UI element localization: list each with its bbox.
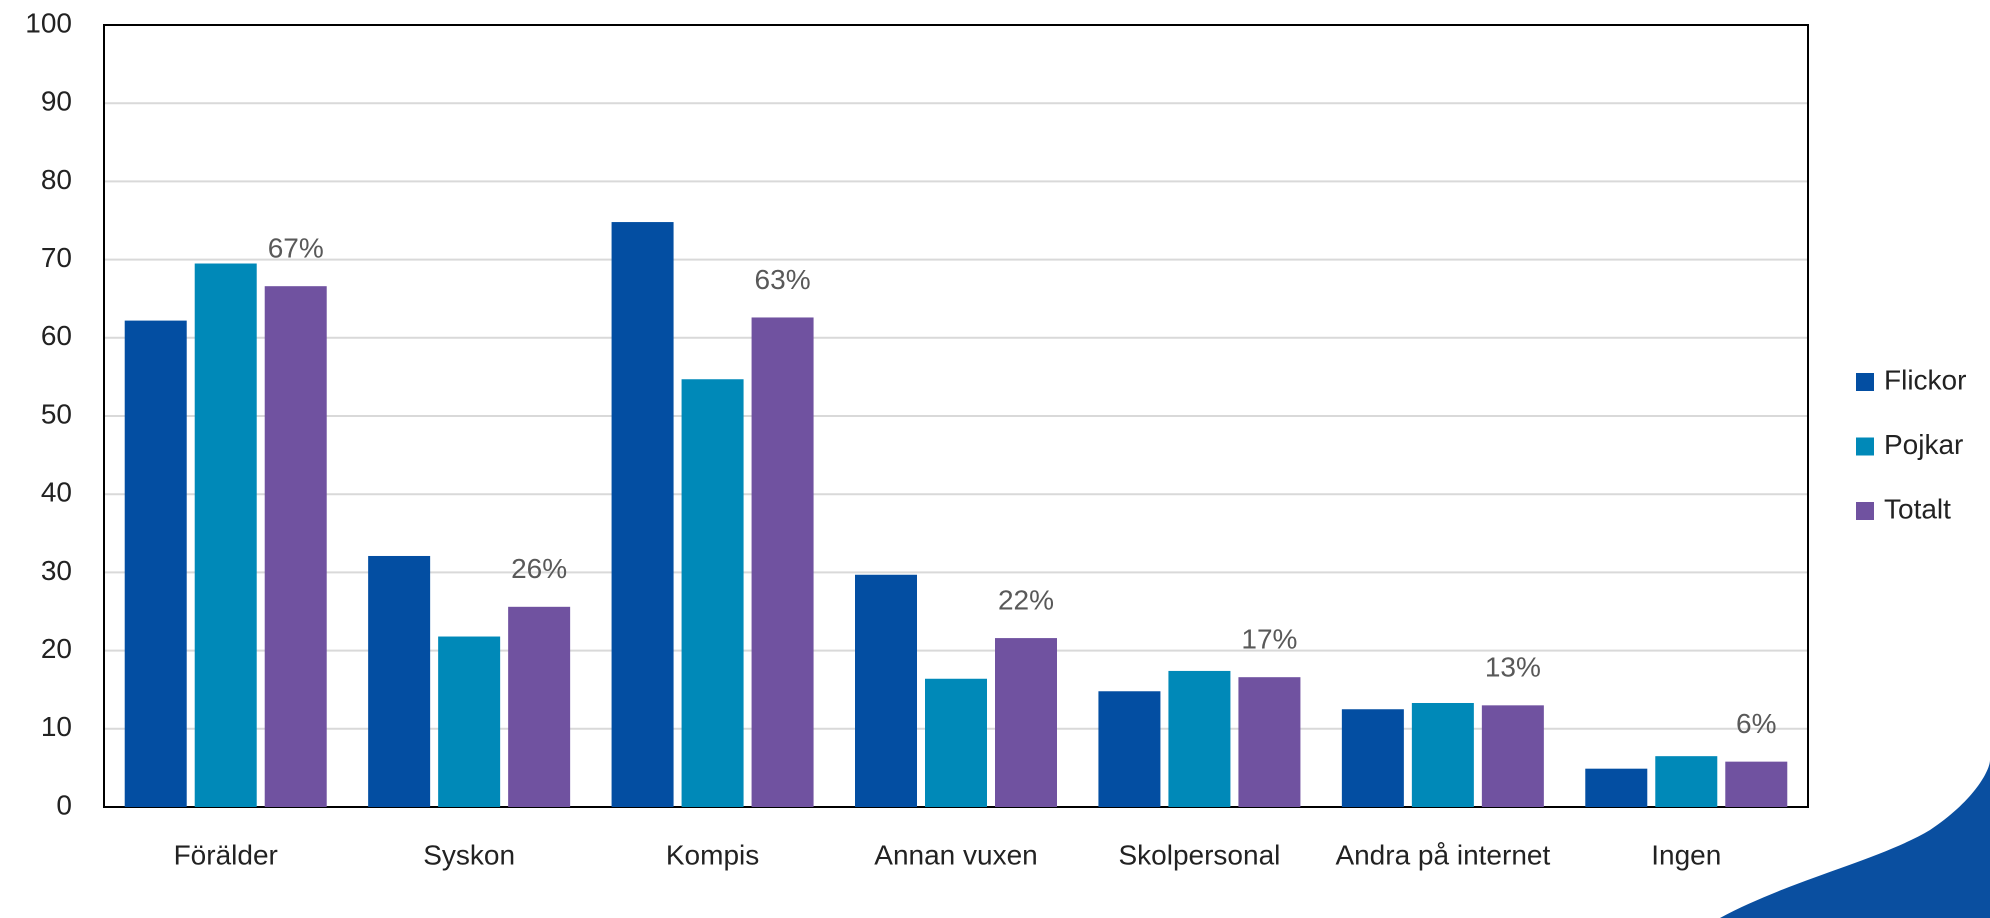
y-tick-label: 20	[41, 633, 72, 664]
bar	[1238, 677, 1301, 807]
value-label: 13%	[1485, 652, 1541, 683]
y-tick-label: 80	[41, 164, 72, 195]
bar	[508, 606, 571, 807]
legend-label: Flickor	[1884, 364, 1966, 395]
bar	[1341, 709, 1404, 807]
decoration	[1720, 760, 1990, 918]
y-tick-label: 70	[41, 242, 72, 273]
value-label: 26%	[511, 553, 567, 584]
bar	[264, 286, 327, 807]
y-tick-label: 10	[41, 711, 72, 742]
bar	[1098, 691, 1161, 807]
legend-swatch	[1856, 373, 1874, 391]
bar	[438, 636, 501, 807]
bar	[855, 574, 917, 807]
bar	[751, 317, 814, 807]
x-tick-label: Andra på internet	[1335, 839, 1550, 870]
legend-swatch	[1856, 502, 1874, 520]
bar	[681, 379, 744, 807]
value-label: 22%	[998, 584, 1054, 615]
y-tick-label: 60	[41, 320, 72, 351]
x-tick-label: Ingen	[1651, 839, 1721, 870]
bar	[124, 320, 187, 807]
bar	[1725, 761, 1788, 807]
legend-label: Totalt	[1884, 493, 1951, 524]
y-tick-label: 90	[41, 86, 72, 117]
bar	[925, 678, 987, 807]
x-tick-label: Kompis	[666, 839, 759, 870]
x-tick-label: Skolpersonal	[1118, 839, 1280, 870]
value-label: 17%	[1241, 624, 1297, 655]
y-tick-label: 50	[41, 398, 72, 429]
bar	[368, 555, 431, 807]
y-tick-label: 30	[41, 555, 72, 586]
bar	[1655, 756, 1718, 807]
value-label: 63%	[755, 264, 811, 295]
bar	[611, 222, 674, 808]
bar	[1585, 768, 1648, 807]
y-tick-label: 40	[41, 477, 72, 508]
bar	[1481, 705, 1544, 807]
bar	[194, 263, 257, 807]
legend-label: Pojkar	[1884, 429, 1963, 460]
x-tick-label: Syskon	[423, 839, 515, 870]
x-tick-label: Annan vuxen	[874, 839, 1037, 870]
legend-swatch	[1856, 437, 1874, 456]
bar	[995, 638, 1057, 807]
y-tick-label: 0	[56, 789, 72, 820]
bar	[1411, 702, 1474, 807]
bar	[1168, 670, 1231, 807]
value-label: 6%	[1736, 708, 1776, 739]
y-tick-label: 100	[25, 7, 72, 38]
value-label: 67%	[268, 233, 324, 264]
x-tick-label: Förälder	[174, 839, 278, 870]
